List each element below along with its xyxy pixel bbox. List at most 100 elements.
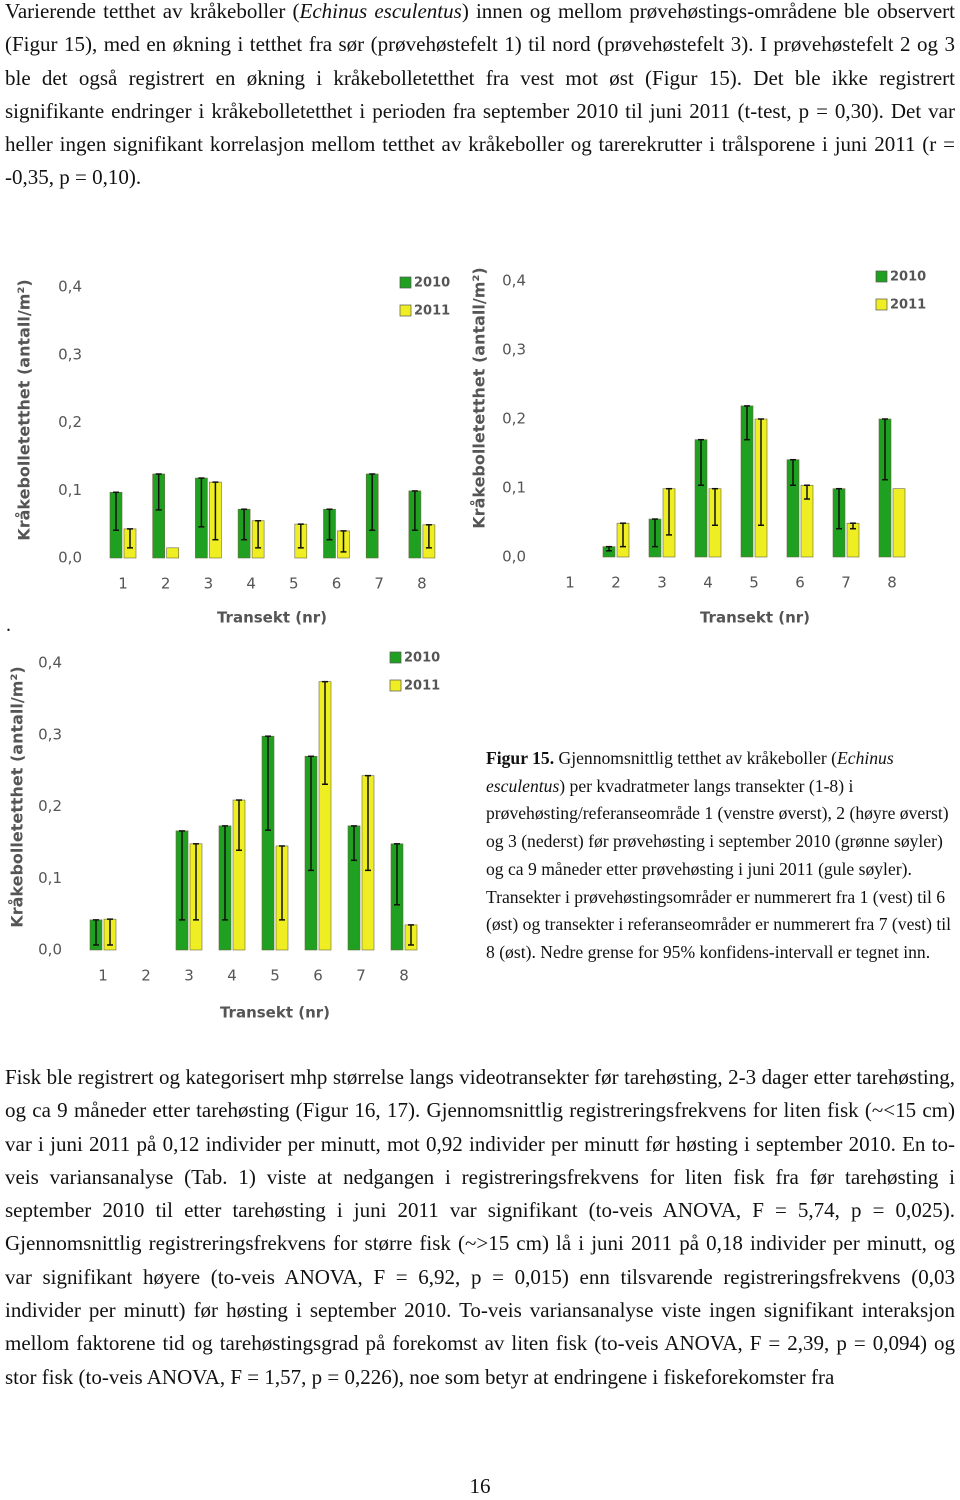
figure-caption: Figur 15. Gjennomsnittlig tetthet av krå…	[486, 745, 958, 967]
legend-label: 2010	[404, 651, 440, 666]
figure: 0,0 0,1 0,2 0,3 0,4 Kråkebolletetthet (antall…	[8, 267, 927, 1022]
error-bar	[712, 487, 718, 527]
y-tick-label: 0,2	[38, 797, 62, 815]
legend-swatch	[399, 276, 412, 289]
legend-swatch	[875, 270, 888, 283]
error-bar	[179, 830, 185, 921]
error-bar	[241, 508, 248, 541]
x-tick-label: 7	[841, 574, 851, 592]
y-tick-label: 0,0	[38, 941, 62, 959]
y-tick-label: 0,3	[38, 725, 62, 743]
error-bar	[127, 528, 133, 549]
error-bar	[351, 825, 357, 862]
bar	[892, 488, 906, 558]
x-tick-label: 8	[417, 575, 427, 593]
error-bar	[369, 473, 376, 531]
x-tick-label: 2	[141, 967, 151, 985]
x-tick-label: 8	[887, 574, 897, 592]
y-tick-label: 0,4	[502, 272, 526, 290]
x-axis-label: Transekt (nr)	[217, 609, 327, 627]
x-tick-label: 3	[184, 967, 194, 985]
error-bar	[744, 405, 750, 441]
y-tick-label: 0,1	[38, 869, 62, 887]
error-bar	[606, 545, 612, 552]
error-bar	[265, 735, 271, 831]
y-tick-label: 0,3	[58, 345, 82, 363]
text: Varierende tetthet av kråkeboller (	[5, 0, 300, 23]
legend-swatch	[875, 298, 888, 311]
x-tick-label: 1	[118, 575, 128, 593]
x-tick-label: 5	[289, 575, 299, 593]
legend-swatch	[389, 651, 402, 664]
legend-label: 2010	[890, 270, 926, 285]
error-bar	[758, 418, 764, 527]
bar	[166, 547, 179, 559]
error-bar	[850, 522, 856, 530]
x-tick-label: 6	[313, 967, 323, 985]
error-bar	[620, 522, 626, 548]
error-bar	[698, 438, 704, 486]
error-bar	[222, 825, 228, 921]
text: ) innen og mellom prøvehøstings-områdene…	[5, 0, 955, 190]
y-tick-label: 0,0	[58, 549, 82, 567]
page-number: 16	[469, 1474, 491, 1498]
paragraph: Fisk ble registrert og kategorisert mhp …	[5, 1061, 955, 1394]
error-bar	[340, 530, 347, 553]
error-bar	[666, 487, 672, 536]
y-tick-label: 0,2	[502, 410, 526, 428]
error-bar	[255, 519, 262, 549]
x-axis-label: Transekt (nr)	[700, 609, 810, 627]
error-bar	[365, 774, 371, 872]
error-bar	[394, 843, 400, 906]
y-axis-label: Kråkebolletetthet (antall/m²)	[470, 267, 489, 528]
text: Gjennomsnittlig tetthet av kråkeboller (	[554, 748, 838, 768]
legend-label: 2010	[414, 276, 450, 291]
error-bar	[155, 473, 162, 511]
error-bar	[411, 490, 418, 531]
error-bar	[236, 799, 242, 852]
error-bar	[322, 680, 328, 786]
y-axis-label: Kråkebolletetthet (antall/m²)	[8, 666, 27, 927]
error-bar	[882, 418, 888, 481]
error-bar	[652, 518, 658, 548]
paragraph: Varierende tetthet av kråkeboller (Echin…	[5, 0, 955, 195]
error-bar	[107, 918, 113, 946]
text: ) per kvadratmeter langs transekter (1-8…	[486, 775, 952, 962]
x-tick-label: 1	[98, 967, 108, 985]
y-tick-label: 0,2	[58, 413, 82, 431]
legend-swatch	[389, 679, 402, 692]
legend-swatch	[399, 304, 412, 317]
error-bar	[804, 484, 810, 500]
x-tick-label: 4	[246, 575, 256, 593]
error-bar	[326, 508, 333, 541]
error-bar	[836, 487, 842, 530]
error-bar	[297, 523, 304, 549]
caption-label: Figur 15.	[486, 748, 555, 768]
y-tick-label: 0,4	[58, 278, 82, 296]
error-bar	[198, 477, 205, 528]
y-tick-label: 0,3	[502, 341, 526, 359]
x-tick-label: 5	[749, 574, 759, 592]
x-tick-label: 6	[332, 575, 342, 593]
error-bar	[212, 481, 219, 541]
text: Fisk ble registrert og kategorisert mhp …	[5, 1065, 955, 1389]
legend-label: 2011	[414, 304, 450, 319]
x-tick-label: 4	[703, 574, 713, 592]
legend-label: 2011	[404, 679, 440, 694]
y-axis-label: Kråkebolletetthet (antall/m²)	[15, 279, 34, 540]
x-tick-label: 5	[270, 967, 280, 985]
italic-text: Echinus esculentus	[486, 748, 894, 796]
x-tick-label: 2	[161, 575, 171, 593]
x-tick-label: 8	[399, 967, 409, 985]
y-tick-label: 0,1	[58, 481, 82, 499]
x-axis-label: Transekt (nr)	[220, 1004, 330, 1022]
y-tick-label: 0,1	[502, 479, 526, 497]
error-bar	[308, 755, 314, 872]
error-bar	[113, 491, 119, 531]
error-bar	[425, 524, 432, 549]
error-bar	[93, 919, 99, 946]
separator: .	[6, 614, 11, 636]
y-tick-label: 0,0	[502, 548, 526, 566]
error-bar	[408, 924, 414, 946]
